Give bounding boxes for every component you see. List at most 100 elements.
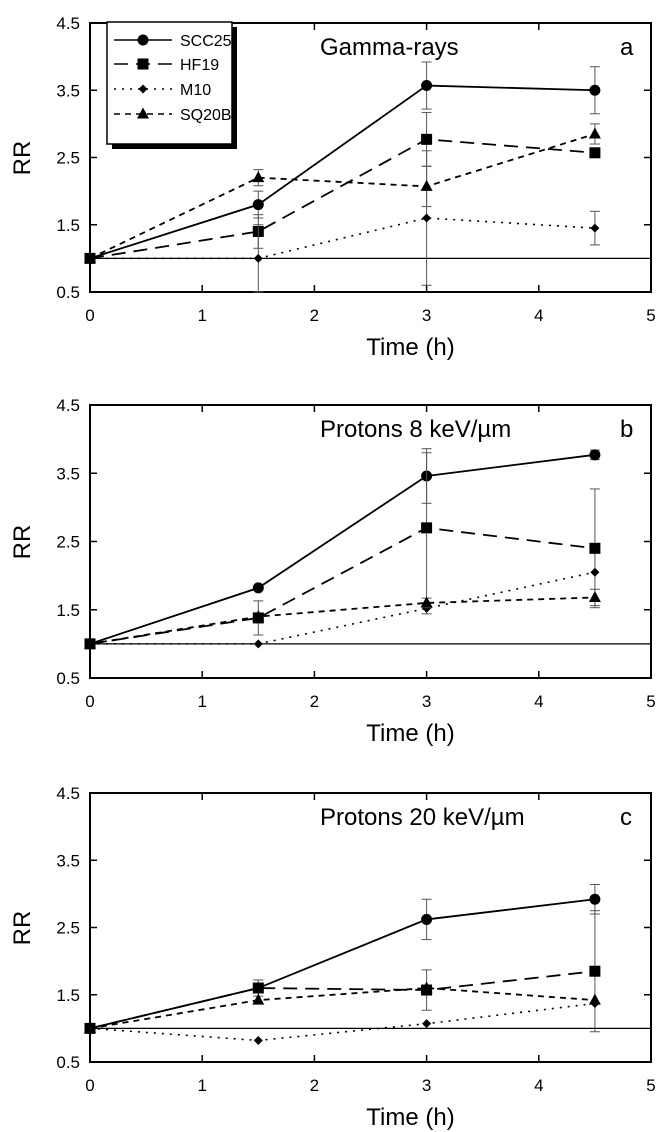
legend-box <box>106 21 233 145</box>
series-line <box>89 453 596 645</box>
x-axis-label: Time (h) <box>366 720 454 747</box>
series-m10 <box>85 998 600 1045</box>
panel-letter: b <box>620 416 633 443</box>
x-tick-label: 4 <box>534 306 543 325</box>
y-tick-label: 1.5 <box>56 986 80 1005</box>
data-point <box>84 251 96 263</box>
legend-marker <box>137 34 149 46</box>
legend: SCC25 HF19 M10 SQ20B <box>106 21 237 149</box>
legend-label: SCC25 <box>180 33 232 50</box>
legend-label: HF19 <box>180 57 219 74</box>
x-tick-label: 5 <box>646 306 655 325</box>
data-point <box>589 893 601 905</box>
x-axis-label: Time (h) <box>366 334 454 361</box>
data-point <box>253 1035 263 1045</box>
x-tick-label: 3 <box>422 306 431 325</box>
data-point <box>252 610 265 622</box>
x-tick-label: 0 <box>85 692 94 711</box>
x-axis-label: Time (h) <box>366 1104 454 1131</box>
panel-title: Protons 20 keV/µm <box>320 804 525 831</box>
x-tick-label: 0 <box>85 306 94 325</box>
plot-frame <box>89 792 652 1063</box>
data-point <box>590 567 600 577</box>
data-point <box>252 993 265 1005</box>
y-tick-label: 2.5 <box>56 149 80 168</box>
series-sq20b <box>84 981 601 1033</box>
series-line <box>89 596 595 645</box>
legend-marker <box>137 107 149 119</box>
series-line <box>90 571 596 645</box>
y-tick-label: 4.5 <box>56 14 80 33</box>
x-tick-label: 3 <box>422 692 431 711</box>
data-point <box>589 84 601 96</box>
series-line <box>89 84 595 260</box>
data-point <box>421 913 433 925</box>
x-tick-label: 4 <box>534 1076 543 1095</box>
panel-letter: a <box>620 34 634 61</box>
data-point <box>421 133 433 145</box>
series-sq20b <box>84 123 601 263</box>
x-tick-label: 1 <box>197 1076 206 1095</box>
data-point <box>589 965 601 977</box>
y-axis-label: RR <box>9 525 36 560</box>
data-point <box>590 223 600 233</box>
series-line <box>90 217 595 260</box>
y-tick-label: 0.5 <box>56 283 80 302</box>
data-point <box>253 639 263 649</box>
data-point <box>588 127 601 139</box>
data-point <box>84 637 96 649</box>
panel-b: 0 1 2 3 4 5 0.5 1.5 2.5 3.5 4.5 Time (h) RR Protons 8… <box>9 396 656 747</box>
x-tick-label: 3 <box>422 1076 431 1095</box>
legend-label: M10 <box>180 82 211 99</box>
y-tick-label: 3.5 <box>56 851 80 870</box>
series-line <box>89 970 596 1030</box>
y-axis-label: RR <box>9 911 36 946</box>
x-tick-label: 4 <box>534 692 543 711</box>
series-line <box>89 138 595 260</box>
y-tick-label: 3.5 <box>56 81 80 100</box>
x-tick-label: 2 <box>310 1076 319 1095</box>
x-tick-label: 2 <box>310 692 319 711</box>
y-tick-label: 0.5 <box>56 1053 80 1072</box>
series-m10 <box>85 150 600 293</box>
series-hf19 <box>84 910 601 1034</box>
series-line <box>89 898 596 1030</box>
x-tick-label: 1 <box>197 306 206 325</box>
data-point <box>421 80 433 92</box>
data-point <box>589 147 601 159</box>
legend-label: SQ20B <box>180 107 232 124</box>
series-line <box>89 526 596 645</box>
data-point <box>588 590 601 602</box>
x-tick-label: 2 <box>310 306 319 325</box>
data-point <box>252 171 265 183</box>
x-tick-label: 0 <box>85 1076 94 1095</box>
panel-title: Protons 8 keV/µm <box>320 416 511 443</box>
y-tick-label: 3.5 <box>56 464 80 483</box>
y-tick-label: 1.5 <box>56 216 80 235</box>
series-scc25 <box>84 448 601 650</box>
series-scc25 <box>84 61 601 264</box>
data-point <box>589 542 601 554</box>
y-tick-label: 4.5 <box>56 784 80 803</box>
series-line <box>89 987 595 1030</box>
data-point <box>420 179 433 191</box>
data-point <box>252 199 264 211</box>
y-tick-label: 4.5 <box>56 396 80 415</box>
y-tick-label: 2.5 <box>56 533 80 552</box>
x-tick-label: 5 <box>646 1076 655 1095</box>
y-tick-label: 2.5 <box>56 919 80 938</box>
panel-letter: c <box>620 804 632 831</box>
data-point <box>252 982 264 994</box>
y-tick-label: 0.5 <box>56 669 80 688</box>
legend-marker <box>137 58 149 70</box>
series-line <box>89 1002 595 1042</box>
x-tick-label: 5 <box>646 692 655 711</box>
series-line <box>89 133 596 260</box>
y-axis-label: RR <box>9 141 36 176</box>
legend-marker <box>138 84 148 94</box>
data-point <box>421 522 433 534</box>
data-point <box>589 449 601 461</box>
data-point <box>253 253 263 263</box>
data-point <box>422 213 432 223</box>
x-tick-label: 1 <box>197 692 206 711</box>
